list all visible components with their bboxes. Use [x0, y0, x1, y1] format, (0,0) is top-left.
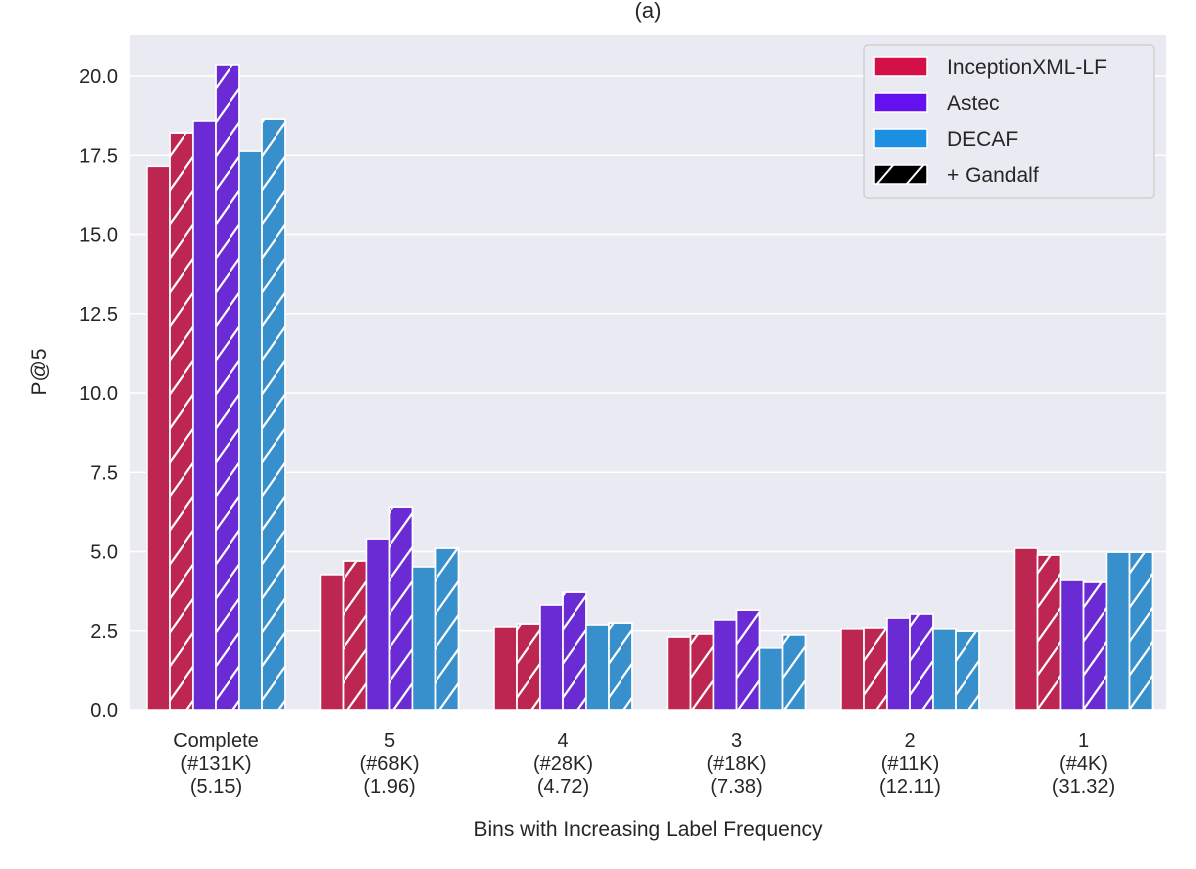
x-tick-label: (7.38)	[710, 776, 762, 798]
bar-hatch	[863, 627, 888, 711]
bar-hatch	[909, 613, 934, 711]
bar	[146, 165, 171, 711]
bar	[192, 120, 217, 711]
x-tick-label: (#131K)	[180, 753, 251, 775]
x-tick-label: (#11K)	[881, 753, 940, 775]
bar-hatch	[562, 591, 587, 711]
x-tick-label: (1.96)	[363, 776, 415, 798]
y-tick-label: 12.5	[79, 304, 118, 326]
bar-hatch	[689, 633, 715, 711]
bar	[840, 628, 865, 711]
bar-hatch	[516, 623, 541, 711]
bar-hatch	[781, 634, 807, 711]
y-tick-label: 15.0	[79, 225, 118, 247]
legend: InceptionXML-LF Astec DECAF + Gandalf	[863, 44, 1155, 199]
bar-hatch	[388, 506, 414, 711]
bar-hatch	[1128, 551, 1154, 711]
y-tick-label: 0.0	[90, 700, 118, 722]
x-tick-label: 3	[731, 730, 742, 752]
x-tick-label: Complete	[173, 730, 259, 752]
bar	[886, 617, 911, 711]
bar	[585, 624, 610, 711]
bar	[319, 574, 345, 711]
bar	[1013, 547, 1039, 711]
x-tick-label: (5.15)	[190, 776, 242, 798]
bar	[1059, 579, 1085, 711]
bar	[238, 150, 263, 711]
x-tick-label: (#4K)	[1059, 753, 1108, 775]
bar	[365, 538, 391, 711]
bar	[539, 604, 564, 711]
y-axis-label: P@5	[28, 348, 51, 395]
x-tick-label: (4.72)	[537, 776, 589, 798]
bar	[932, 628, 957, 711]
x-tick-label: 1	[1078, 730, 1089, 752]
bar-hatch	[955, 630, 980, 711]
legend-label: Astec	[947, 92, 1000, 115]
y-tick-label: 7.5	[90, 462, 118, 484]
y-tick-label: 17.5	[79, 145, 118, 167]
y-tick-label: 2.5	[90, 621, 118, 643]
x-tick-label: (#28K)	[533, 753, 593, 775]
x-tick-label: (#68K)	[359, 753, 419, 775]
bar	[758, 647, 784, 711]
legend-swatch	[873, 92, 928, 113]
bar	[493, 626, 518, 711]
x-tick-label: 4	[557, 730, 568, 752]
legend-label: + Gandalf	[947, 164, 1039, 187]
x-tick-label: (#18K)	[706, 753, 766, 775]
legend-swatch	[873, 128, 928, 149]
y-tick-label: 10.0	[79, 383, 118, 405]
bar-hatch	[215, 64, 240, 711]
legend-label: InceptionXML-LF	[947, 56, 1107, 79]
legend-swatch	[873, 164, 928, 185]
bar	[1105, 551, 1131, 711]
y-tick-label: 20.0	[79, 66, 118, 88]
legend-label: DECAF	[947, 128, 1018, 151]
x-tick-label: 5	[384, 730, 395, 752]
bar-hatch	[169, 132, 194, 711]
legend-hatch	[875, 163, 895, 186]
bar-hatch	[1082, 581, 1108, 711]
chart-title: (a)	[635, 0, 662, 23]
bar-hatch	[434, 547, 460, 711]
bar	[666, 636, 692, 711]
x-tick-label: (31.32)	[1052, 776, 1115, 798]
x-axis-label: Bins with Increasing Label Frequency	[473, 818, 823, 841]
bar-hatch	[342, 560, 368, 711]
x-tick-label: 2	[904, 730, 915, 752]
x-tick-label: (12.11)	[879, 776, 941, 798]
bar-hatch	[608, 622, 633, 711]
bar-hatch	[261, 118, 286, 711]
bar-hatch	[1036, 554, 1062, 711]
bar-hatch	[735, 609, 761, 711]
bar	[712, 619, 738, 711]
legend-box	[863, 44, 1155, 199]
y-tick-label: 5.0	[90, 542, 118, 564]
legend-swatch	[873, 56, 928, 77]
legend-hatch	[905, 163, 925, 186]
bar	[411, 566, 437, 711]
